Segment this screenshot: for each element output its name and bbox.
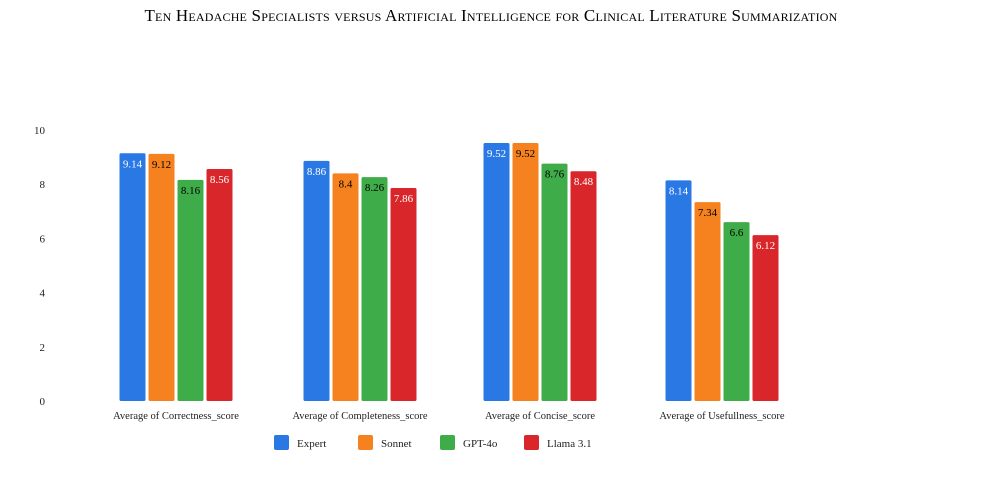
data-label: 8.86: [307, 166, 327, 178]
legend-item: Llama 3.1: [524, 435, 592, 450]
legend-item: GPT-4o: [440, 435, 498, 450]
y-tick-label: 8: [40, 179, 46, 191]
data-label: 8.4: [339, 178, 353, 190]
legend: Expert Sonnet GPT-4o Llama 3.1: [274, 435, 592, 450]
data-label: 9.14: [123, 158, 143, 170]
data-label: 9.52: [487, 148, 506, 160]
legend-item: Sonnet: [358, 435, 412, 450]
y-tick-label: 4: [40, 288, 46, 300]
data-label: 9.12: [152, 159, 171, 171]
y-axis: 0 2 4 6 8 10: [34, 125, 46, 408]
data-label: 8.56: [210, 174, 230, 186]
bar: [361, 177, 388, 401]
y-tick-label: 6: [40, 233, 46, 245]
legend-label: Sonnet: [381, 438, 412, 450]
legend-swatch: [358, 435, 373, 450]
data-label: 8.76: [545, 169, 565, 181]
bar: [665, 180, 692, 401]
bar: [148, 153, 175, 401]
legend-label: Expert: [297, 438, 326, 450]
legend-label: GPT-4o: [463, 438, 498, 450]
legend-label: Llama 3.1: [547, 438, 592, 450]
bar: [206, 169, 233, 401]
legend-item: Expert: [274, 435, 326, 450]
x-axis: Average of Correctness_score Average of C…: [113, 411, 785, 422]
category-label: Average of Completeness_score: [292, 411, 427, 422]
bar: [483, 143, 510, 401]
legend-swatch: [524, 435, 539, 450]
bar: [541, 163, 568, 401]
bar-group: 8.86 8.4 8.26 7.86: [303, 160, 417, 401]
data-label: 8.48: [574, 176, 594, 188]
bar: [752, 235, 779, 401]
bar: [723, 222, 750, 401]
bar: [332, 173, 359, 401]
bar: [694, 202, 721, 401]
bar: [390, 187, 417, 401]
data-label: 6.12: [756, 240, 775, 252]
bar-group: 8.14 7.34 6.6 6.12: [665, 180, 779, 401]
y-tick-label: 2: [40, 342, 46, 354]
data-label: 7.86: [394, 193, 414, 205]
bar: [119, 153, 146, 401]
y-tick-label: 10: [34, 125, 46, 137]
bars: 9.14 9.12 8.16 8.56 8.86 8.4 8.26 7.86 9.52 9.52 8…: [119, 143, 779, 401]
data-label: 9.52: [516, 148, 535, 160]
data-label: 7.34: [698, 207, 718, 219]
bar: [177, 179, 204, 401]
legend-swatch: [274, 435, 289, 450]
category-label: Average of Correctness_score: [113, 411, 239, 422]
data-label: 8.26: [365, 182, 385, 194]
bar-group: 9.14 9.12 8.16 8.56: [119, 153, 233, 401]
data-label: 6.6: [730, 227, 744, 239]
category-label: Average of Usefullness_score: [659, 411, 785, 422]
bar: [570, 171, 597, 401]
category-label: Average of Concise_score: [485, 411, 595, 422]
bar: [303, 160, 330, 401]
paper-header: Ten Headache Specialists versus Artifici…: [144, 6, 838, 25]
data-label: 8.14: [669, 185, 689, 197]
legend-swatch: [440, 435, 455, 450]
bar: [512, 143, 539, 401]
bar-group: 9.52 9.52 8.76 8.48: [483, 143, 597, 401]
y-tick-label: 0: [40, 396, 46, 408]
data-label: 8.16: [181, 185, 201, 197]
